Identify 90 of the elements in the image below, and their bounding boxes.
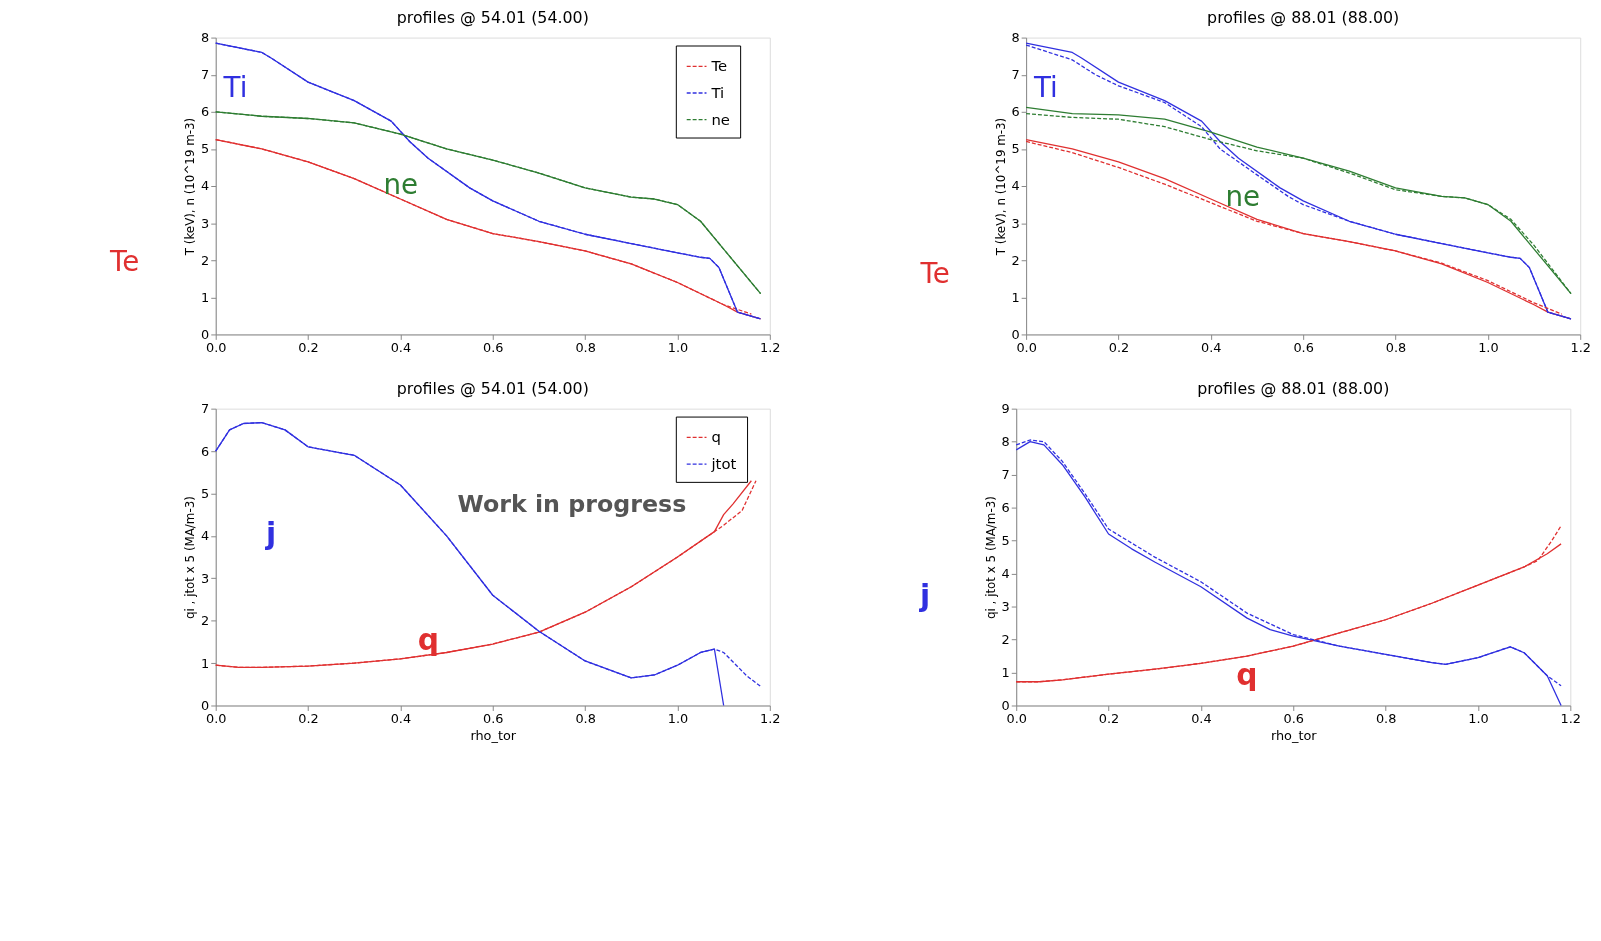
y-tick-label: 4 [1001,566,1010,582]
x-tick-label: 0.6 [483,710,504,726]
y-tick-label: 7 [1011,67,1020,83]
y-tick-label: 1 [1011,289,1020,305]
y-tick-label: 1 [201,655,210,671]
y-tick-label: 7 [201,401,210,417]
y-tick-label: 3 [201,570,210,586]
y-tick-label: 2 [201,252,210,268]
y-tick-label: 6 [1001,500,1010,516]
x-tick-label: 0.0 [205,710,227,726]
y-axis-title: T (keV), n (10^19 m-3) [183,117,198,257]
legend-label: Ti [710,83,725,101]
x-tick-label: 1.2 [1560,710,1582,726]
y-tick-label: 6 [201,104,210,120]
x-tick-label: 0.2 [1098,710,1120,726]
x-tick-label: 0.8 [1385,339,1407,355]
x-tick-label: 0.4 [390,339,412,355]
annotation: ne [1225,179,1261,213]
y-tick-label: 6 [1011,104,1020,120]
x-tick-label: 0.8 [575,339,596,355]
chart-title: profiles @ 88.01 (88.00) [1207,7,1400,27]
y-tick-label: 4 [201,528,210,544]
y-tick-label: 0 [1001,697,1010,713]
x-tick-label: 0.8 [1375,710,1397,726]
y-tick-label: 0 [1011,326,1020,342]
x-tick-label: 0.8 [575,710,596,726]
y-tick-label: 5 [1001,533,1010,549]
y-tick-label: 3 [201,215,210,231]
x-tick-label: 0.0 [205,339,227,355]
y-tick-label: 4 [1011,178,1020,194]
y-axis-title: qi , jtot x 5 (MA/m-3) [183,496,198,619]
annotation: Work in progress [457,489,687,518]
y-tick-label: 9 [1001,401,1010,417]
x-tick-label: 0.2 [298,339,319,355]
y-tick-label: 8 [201,30,210,46]
x-tick-label: 0.6 [483,339,504,355]
text: Te [919,256,950,290]
y-tick-label: 6 [201,443,210,459]
x-tick-label: 0.2 [298,710,319,726]
legend-label: q [711,428,721,446]
x-tick-label: 0.2 [1108,339,1130,355]
y-tick-label: 0 [201,697,210,713]
annotation: q [1236,656,1258,692]
chart-title: profiles @ 54.01 (54.00) [396,7,589,27]
x-tick-label: 0.6 [1293,339,1314,355]
annotation: Ti [222,70,248,104]
x-tick-label: 0.0 [1016,339,1037,355]
annotation: Ti [1033,70,1058,104]
annotation: q [417,622,440,658]
x-tick-label: 1.0 [1478,339,1499,355]
y-tick-label: 2 [1011,252,1020,268]
y-tick-label: 4 [201,178,210,194]
y-tick-label: 1 [201,289,210,305]
x-axis-title: rho_tor [470,727,517,743]
x-tick-label: 1.2 [760,710,781,726]
y-axis-title: T (keV), n (10^19 m-3) [993,117,1008,257]
x-tick-label: 1.0 [1468,710,1489,726]
legend-label: jtot [710,455,737,473]
y-tick-label: 2 [1001,631,1010,647]
x-tick-label: 1.0 [667,710,689,726]
x-tick-label: 0.4 [1201,339,1222,355]
y-tick-label: 8 [1011,30,1020,46]
x-tick-label: 0.6 [1283,710,1304,726]
text: j [919,577,931,613]
y-tick-label: 5 [201,141,210,157]
annotation: j [265,516,277,552]
y-tick-label: 8 [1001,434,1010,450]
y-tick-label: 3 [1001,599,1010,614]
x-tick-label: 0.4 [1191,710,1212,726]
x-tick-label: 0.0 [1006,710,1027,726]
legend-label: Te [710,57,728,75]
y-tick-label: 3 [1011,215,1020,231]
chart-title: profiles @ 88.01 (88.00) [1197,378,1390,398]
y-tick-label: 2 [201,613,210,629]
y-axis-title: qi , jtot x 5 (MA/m-3) [983,496,998,619]
annotation: ne [383,167,419,201]
y-tick-label: 5 [201,485,210,501]
legend-label: ne [711,110,730,128]
x-axis-title: rho_tor [1270,727,1318,743]
x-tick-label: 1.0 [667,339,689,355]
x-tick-label: 0.4 [390,710,412,726]
x-tick-label: 1.2 [1570,339,1591,355]
x-tick-label: 1.2 [760,339,781,355]
y-tick-label: 7 [1001,467,1010,483]
y-tick-label: 5 [1011,141,1020,157]
chart-title: profiles @ 54.01 (54.00) [396,378,589,398]
y-tick-label: 7 [201,67,210,83]
text: Te [109,245,140,279]
y-tick-label: 0 [201,326,210,342]
y-tick-label: 1 [1001,664,1010,680]
